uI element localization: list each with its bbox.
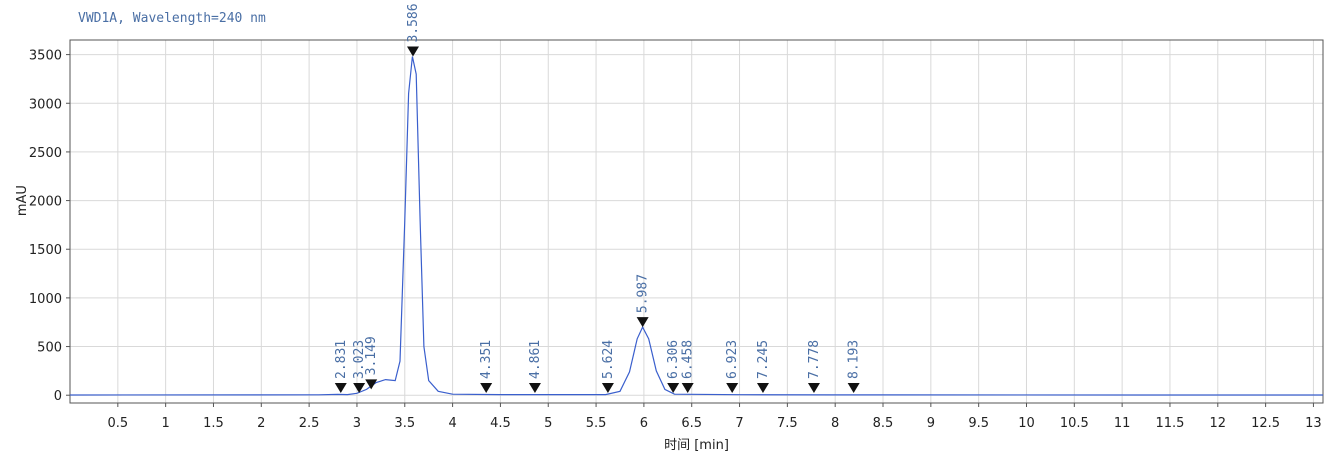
peak-label: 4.351 xyxy=(479,340,494,379)
x-tick-label: 4.5 xyxy=(490,416,511,431)
x-tick-label: 8.5 xyxy=(873,416,894,431)
x-tick-label: 10 xyxy=(1018,416,1035,431)
peak-marker xyxy=(528,383,541,393)
x-tick-label: 4 xyxy=(448,416,456,431)
x-tick-label: 10.5 xyxy=(1060,416,1089,431)
x-tick-label: 8 xyxy=(831,416,839,431)
x-tick-label: 6 xyxy=(640,416,648,431)
x-tick-label: 13 xyxy=(1305,416,1322,431)
peak-label: 3.149 xyxy=(364,336,379,375)
y-tick-label: 1000 xyxy=(29,292,62,307)
x-tick-label: 7 xyxy=(735,416,743,431)
x-tick-label: 11 xyxy=(1114,416,1131,431)
peak-label: 3.023 xyxy=(352,340,367,379)
x-tick-label: 1 xyxy=(162,416,170,431)
x-axis-label: 时间 [min] xyxy=(664,438,729,453)
x-tick-label: 0.5 xyxy=(107,416,128,431)
y-tick-label: 1500 xyxy=(29,243,62,258)
peak-label: 2.831 xyxy=(334,340,349,379)
y-axis: 0 500 1000 1500 2000 2500 3000 3500 xyxy=(29,49,70,404)
x-axis: 0.5 1 1.5 2 2.5 3 3.5 4 4.5 5 5.5 6 6.5 7 7.5 8 8.5 9 9.5 1… xyxy=(107,403,1322,431)
peak-label: 5.987 xyxy=(636,274,651,313)
peak-label: 7.245 xyxy=(756,340,771,379)
y-tick-label: 2500 xyxy=(29,146,62,161)
x-tick-label: 12.5 xyxy=(1251,416,1280,431)
peak-marker xyxy=(681,383,694,393)
x-tick-label: 7.5 xyxy=(777,416,798,431)
x-tick-label: 5 xyxy=(544,416,552,431)
peak-label: 6.306 xyxy=(666,340,681,379)
peak-marker xyxy=(847,383,860,393)
peak-marker xyxy=(667,383,680,393)
peak-marker xyxy=(365,379,378,390)
y-tick-label: 2000 xyxy=(29,195,62,210)
y-axis-label: mAU xyxy=(15,185,30,216)
peak-marker xyxy=(601,383,614,393)
y-tick-label: 0 xyxy=(54,389,62,404)
series-line xyxy=(69,56,1324,396)
peak-label: 6.458 xyxy=(681,340,696,379)
peak-label: 5.624 xyxy=(601,340,616,379)
peak-label: 3.586 xyxy=(406,3,421,42)
grid-lines xyxy=(70,40,1323,403)
plot-frame xyxy=(69,39,1324,404)
y-tick-label: 3500 xyxy=(29,49,62,64)
x-tick-label: 11.5 xyxy=(1155,416,1184,431)
peak-label: 7.778 xyxy=(807,340,822,379)
x-tick-label: 3 xyxy=(353,416,361,431)
chart-title: VWD1A, Wavelength=240 nm xyxy=(78,11,266,26)
peak-marker xyxy=(636,317,649,328)
y-tick-label: 500 xyxy=(37,341,62,356)
x-tick-label: 3.5 xyxy=(394,416,415,431)
peak-marker xyxy=(406,46,419,57)
peak-label: 4.861 xyxy=(528,340,543,379)
peak-marker xyxy=(353,383,366,393)
peak-marker xyxy=(807,383,820,393)
x-tick-label: 6.5 xyxy=(681,416,702,431)
peak-marker xyxy=(480,383,493,393)
peak-marker xyxy=(726,383,739,393)
peak-label: 8.193 xyxy=(847,340,862,379)
y-tick-label: 3000 xyxy=(29,97,62,112)
x-tick-label: 2.5 xyxy=(299,416,320,431)
x-tick-label: 2 xyxy=(257,416,265,431)
peak-label: 6.923 xyxy=(725,340,740,379)
x-tick-label: 9.5 xyxy=(968,416,989,431)
peak-marker xyxy=(334,383,347,393)
x-tick-label: 12 xyxy=(1210,416,1227,431)
x-tick-label: 1.5 xyxy=(203,416,224,431)
x-tick-label: 5.5 xyxy=(586,416,607,431)
peak-marker xyxy=(756,383,769,393)
x-tick-label: 9 xyxy=(927,416,935,431)
